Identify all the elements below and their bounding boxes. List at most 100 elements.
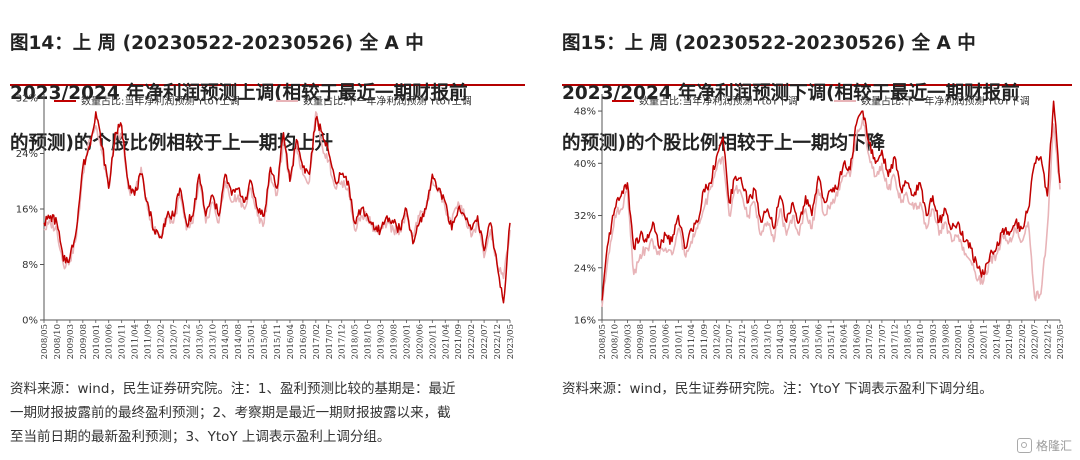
figure-15-panel: 图15：上 周 (20230522-20230526) 全 A 中 2023/2… bbox=[562, 0, 1072, 397]
x-tick-label: 2012/12 bbox=[182, 324, 192, 359]
figure-14-title-line-2: 2023/2024 年净利润预测上调(相较于最近一期财报前 bbox=[10, 83, 468, 104]
x-tick-label: 2016/09 bbox=[852, 324, 862, 359]
figure-14-chart: 0% 8% 16% 24% 32% 2008/05 2008/10 2009/03 2009/0… bbox=[16, 94, 516, 360]
x-tick-label: 2010/11 bbox=[118, 324, 128, 359]
x-tick-label: 2010/06 bbox=[662, 324, 672, 359]
x-tick-label: 2013/10 bbox=[763, 324, 773, 359]
figure-15-title-rule bbox=[562, 84, 1072, 86]
figure-15-note: 资料来源：wind，民生证券研究院。注：YtoY 下调表示盈利下调分组。 bbox=[562, 377, 1072, 401]
x-tick-label: 2018/05 bbox=[351, 324, 361, 359]
x-tick-label: 2012/02 bbox=[157, 324, 167, 359]
series-line-current-year bbox=[601, 100, 1061, 301]
x-tick-label: 2012/07 bbox=[725, 324, 735, 359]
y-tick-label: 48% bbox=[574, 107, 596, 118]
legend-label: 数量占比:当年净利润预测 YtoY下调 bbox=[639, 95, 798, 108]
y-tick-label: 8% bbox=[22, 260, 38, 271]
x-tick-label: 2014/08 bbox=[789, 324, 799, 359]
x-tick-label: 2021/04 bbox=[441, 324, 451, 359]
x-tick-label: 2018/10 bbox=[916, 324, 926, 359]
x-tick-label: 2019/03 bbox=[377, 324, 387, 359]
x-tick-label: 2021/09 bbox=[454, 324, 464, 359]
x-tick-label: 2013/05 bbox=[751, 324, 761, 359]
figure-15-title: 图15：上 周 (20230522-20230526) 全 A 中 2023/2… bbox=[562, 6, 1072, 154]
figure-14-title-line-1: 图14：上 周 (20230522-20230526) 全 A 中 bbox=[10, 33, 424, 54]
x-tick-label: 2013/10 bbox=[208, 324, 218, 359]
figure-14-title-rule bbox=[10, 84, 525, 86]
x-tick-label: 2020/01 bbox=[402, 324, 412, 359]
y-tick-label: 0% bbox=[22, 316, 38, 327]
x-tick-label: 2021/04 bbox=[992, 324, 1002, 359]
x-tick-label: 2016/04 bbox=[286, 324, 296, 359]
legend-label: 数量占比:下一年净利润预测 YtoY下调 bbox=[861, 95, 1030, 108]
x-tick-label: 2008/05 bbox=[40, 324, 50, 359]
x-tick-label: 2015/11 bbox=[273, 324, 283, 359]
y-tick-label: 32% bbox=[574, 211, 596, 222]
x-tick-label: 2015/06 bbox=[814, 324, 824, 359]
figure-14-title: 图14：上 周 (20230522-20230526) 全 A 中 2023/2… bbox=[10, 6, 525, 154]
x-tick-label: 2019/03 bbox=[929, 324, 939, 359]
x-tick-label: 2011/04 bbox=[131, 324, 141, 359]
x-tick-label: 2008/10 bbox=[53, 324, 63, 359]
x-tick-label: 2008/10 bbox=[611, 324, 621, 359]
x-tick-label: 2017/02 bbox=[865, 324, 875, 359]
x-tick-label: 2009/08 bbox=[636, 324, 646, 359]
x-tick-label: 2009/08 bbox=[79, 324, 89, 359]
x-tick-label: 2022/02 bbox=[1018, 324, 1028, 359]
x-tick-label: 2022/02 bbox=[467, 324, 477, 359]
x-tick-label: 2017/12 bbox=[891, 324, 901, 359]
x-tick-label: 2015/11 bbox=[827, 324, 837, 359]
x-tick-label: 2022/07 bbox=[1031, 324, 1041, 359]
x-tick-label: 2020/11 bbox=[980, 324, 990, 359]
y-tick-label: 16% bbox=[574, 316, 596, 327]
figure-15-title-line-1: 图15：上 周 (20230522-20230526) 全 A 中 bbox=[562, 33, 976, 54]
figure-15-note-line-1: 资料来源：wind，民生证券研究院。注：YtoY 下调表示盈利下调分组。 bbox=[562, 381, 993, 397]
x-tick-label: 2012/12 bbox=[738, 324, 748, 359]
x-tick-label: 2017/07 bbox=[325, 324, 335, 359]
x-tick-label: 2016/09 bbox=[299, 324, 309, 359]
x-tick-label: 2023/05 bbox=[1056, 324, 1066, 359]
x-tick-label: 2015/06 bbox=[260, 324, 270, 359]
x-tick-label: 2018/10 bbox=[364, 324, 374, 359]
legend-label: 数量占比:下一年净利润预测 YtoY上调 bbox=[303, 95, 472, 108]
x-tick-label: 2008/05 bbox=[598, 324, 608, 359]
x-tick-label: 2009/03 bbox=[623, 324, 633, 359]
x-tick-label: 2010/01 bbox=[649, 324, 659, 359]
series-line-next-year bbox=[601, 116, 1061, 307]
series-line-current-year bbox=[43, 111, 511, 304]
x-tick-label: 2023/05 bbox=[506, 324, 516, 359]
x-tick-label: 2020/06 bbox=[415, 324, 425, 359]
x-tick-label: 2020/11 bbox=[428, 324, 438, 359]
figure-14-note-line-3: 至当前日期的最新盈利预测；3、YtoY 上调表示盈利上调分组。 bbox=[10, 429, 391, 445]
watermark-logo-icon bbox=[1016, 438, 1032, 453]
figure-15-chart: 16% 24% 32% 40% 48% 2008/05 2008/10 2009/03 2009… bbox=[574, 94, 1066, 359]
watermark-text: 格隆汇 bbox=[1035, 439, 1072, 453]
y-tick-label: 24% bbox=[574, 263, 596, 274]
x-tick-label: 2016/04 bbox=[840, 324, 850, 359]
y-tick-label: 24% bbox=[16, 149, 38, 160]
x-tick-label: 2012/02 bbox=[713, 324, 723, 359]
x-tick-label: 2020/01 bbox=[954, 324, 964, 359]
y-tick-label: 40% bbox=[574, 159, 596, 170]
x-tick-label: 2010/06 bbox=[105, 324, 115, 359]
figure-14-panel: 图14：上 周 (20230522-20230526) 全 A 中 2023/2… bbox=[10, 0, 525, 445]
x-tick-label: 2015/01 bbox=[247, 324, 257, 359]
watermark: 格隆汇 bbox=[1016, 437, 1072, 454]
x-tick-label: 2015/01 bbox=[802, 324, 812, 359]
figure-14-note-line-1: 资料来源：wind，民生证券研究院。注：1、盈利预测比较的基期是：最近 bbox=[10, 381, 456, 397]
x-tick-label: 2017/07 bbox=[878, 324, 888, 359]
x-tick-label: 2018/05 bbox=[903, 324, 913, 359]
x-tick-label: 2011/04 bbox=[687, 324, 697, 359]
series-line-next-year bbox=[43, 111, 511, 280]
x-tick-label: 2020/06 bbox=[967, 324, 977, 359]
x-tick-label: 2022/12 bbox=[493, 324, 503, 359]
x-tick-label: 2014/03 bbox=[221, 324, 231, 359]
figure-14-note-line-2: 一期财报披露前的最终盈利预测；2、考察期是最近一期财报披露以来，截 bbox=[10, 405, 451, 421]
x-tick-label: 2022/12 bbox=[1043, 324, 1053, 359]
x-tick-label: 2017/02 bbox=[312, 324, 322, 359]
x-tick-label: 2022/07 bbox=[480, 324, 490, 359]
y-tick-label: 32% bbox=[16, 94, 38, 105]
x-tick-label: 2009/03 bbox=[66, 324, 76, 359]
x-tick-label: 2010/11 bbox=[674, 324, 684, 359]
x-tick-label: 2011/09 bbox=[144, 324, 154, 359]
x-tick-label: 2012/07 bbox=[169, 324, 179, 359]
